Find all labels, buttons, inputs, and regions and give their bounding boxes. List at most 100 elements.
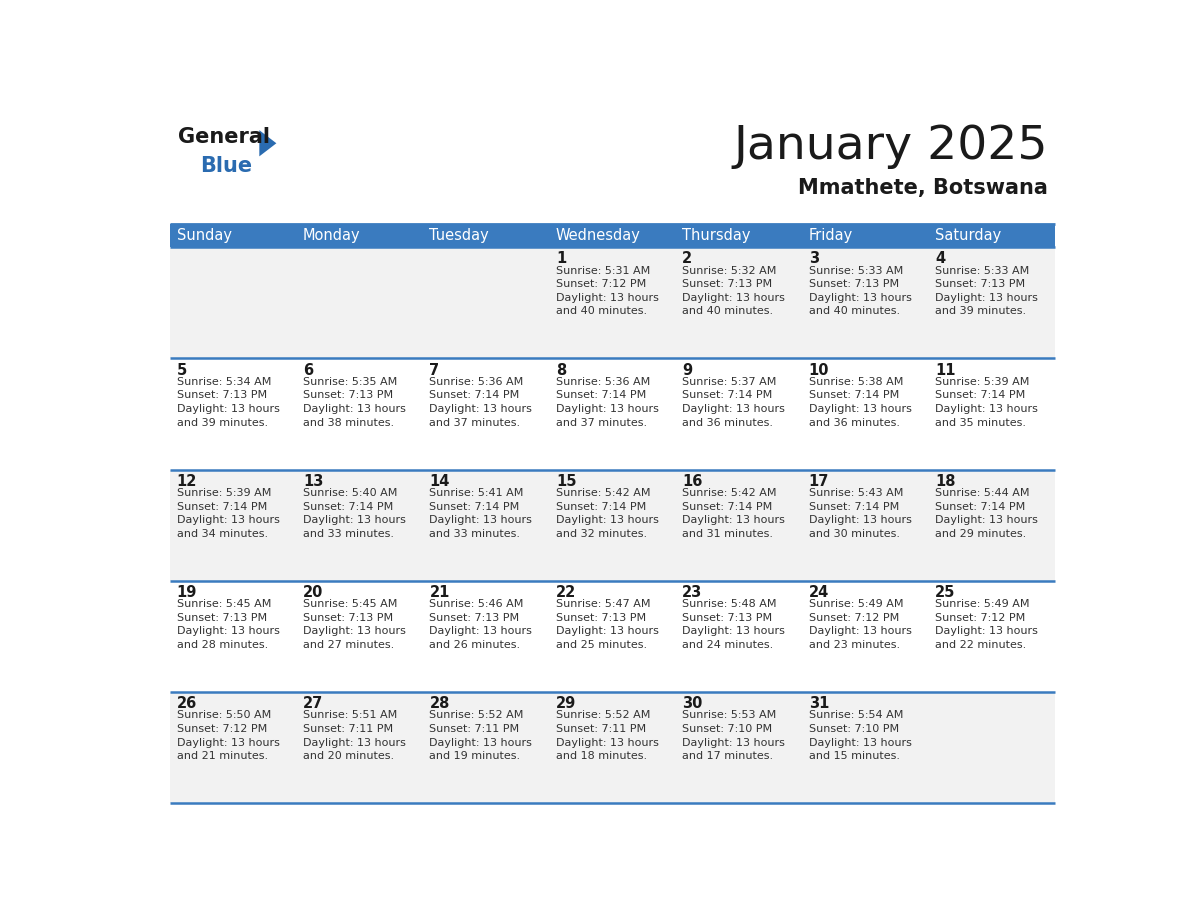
Bar bbox=[297, 692, 423, 803]
Text: Tuesday: Tuesday bbox=[429, 229, 489, 243]
Text: 12: 12 bbox=[177, 474, 197, 488]
Text: Wednesday: Wednesday bbox=[556, 229, 640, 243]
Text: 16: 16 bbox=[682, 474, 702, 488]
Bar bbox=[550, 581, 676, 692]
Text: 2: 2 bbox=[682, 252, 693, 266]
Text: Thursday: Thursday bbox=[682, 229, 751, 243]
Text: Sunrise: 5:36 AM
Sunset: 7:14 PM
Daylight: 13 hours
and 37 minutes.: Sunrise: 5:36 AM Sunset: 7:14 PM Dayligh… bbox=[429, 377, 532, 428]
Text: 4: 4 bbox=[935, 252, 946, 266]
Text: Friday: Friday bbox=[809, 229, 853, 243]
Text: Sunrise: 5:44 AM
Sunset: 7:14 PM
Daylight: 13 hours
and 29 minutes.: Sunrise: 5:44 AM Sunset: 7:14 PM Dayligh… bbox=[935, 488, 1038, 539]
Text: General: General bbox=[178, 127, 270, 147]
Text: 21: 21 bbox=[429, 585, 450, 600]
Text: Sunrise: 5:43 AM
Sunset: 7:14 PM
Daylight: 13 hours
and 30 minutes.: Sunrise: 5:43 AM Sunset: 7:14 PM Dayligh… bbox=[809, 488, 911, 539]
Text: Sunrise: 5:42 AM
Sunset: 7:14 PM
Daylight: 13 hours
and 31 minutes.: Sunrise: 5:42 AM Sunset: 7:14 PM Dayligh… bbox=[682, 488, 785, 539]
Bar bbox=[676, 470, 802, 581]
Bar bbox=[929, 358, 1055, 470]
Bar bbox=[929, 224, 1055, 247]
Bar bbox=[297, 224, 423, 247]
Polygon shape bbox=[259, 130, 277, 156]
Text: 1: 1 bbox=[556, 252, 565, 266]
Bar bbox=[170, 692, 297, 803]
Text: 3: 3 bbox=[809, 252, 819, 266]
Text: Blue: Blue bbox=[200, 156, 252, 176]
Text: Sunrise: 5:40 AM
Sunset: 7:14 PM
Daylight: 13 hours
and 33 minutes.: Sunrise: 5:40 AM Sunset: 7:14 PM Dayligh… bbox=[303, 488, 406, 539]
Bar bbox=[423, 581, 550, 692]
Text: 22: 22 bbox=[556, 585, 576, 600]
Bar bbox=[676, 247, 802, 358]
Text: Sunrise: 5:34 AM
Sunset: 7:13 PM
Daylight: 13 hours
and 39 minutes.: Sunrise: 5:34 AM Sunset: 7:13 PM Dayligh… bbox=[177, 377, 279, 428]
Text: 28: 28 bbox=[429, 696, 450, 711]
Bar bbox=[802, 470, 929, 581]
Text: 27: 27 bbox=[303, 696, 323, 711]
Text: Sunrise: 5:54 AM
Sunset: 7:10 PM
Daylight: 13 hours
and 15 minutes.: Sunrise: 5:54 AM Sunset: 7:10 PM Dayligh… bbox=[809, 711, 911, 761]
Bar bbox=[423, 247, 550, 358]
Bar bbox=[170, 247, 297, 358]
Text: 9: 9 bbox=[682, 363, 693, 377]
Text: Sunrise: 5:37 AM
Sunset: 7:14 PM
Daylight: 13 hours
and 36 minutes.: Sunrise: 5:37 AM Sunset: 7:14 PM Dayligh… bbox=[682, 377, 785, 428]
Bar bbox=[550, 470, 676, 581]
Bar bbox=[170, 581, 297, 692]
Text: Sunrise: 5:32 AM
Sunset: 7:13 PM
Daylight: 13 hours
and 40 minutes.: Sunrise: 5:32 AM Sunset: 7:13 PM Dayligh… bbox=[682, 265, 785, 317]
Bar bbox=[423, 358, 550, 470]
Text: Sunrise: 5:53 AM
Sunset: 7:10 PM
Daylight: 13 hours
and 17 minutes.: Sunrise: 5:53 AM Sunset: 7:10 PM Dayligh… bbox=[682, 711, 785, 761]
Bar bbox=[802, 581, 929, 692]
Bar bbox=[676, 358, 802, 470]
Text: 11: 11 bbox=[935, 363, 955, 377]
Text: Sunrise: 5:51 AM
Sunset: 7:11 PM
Daylight: 13 hours
and 20 minutes.: Sunrise: 5:51 AM Sunset: 7:11 PM Dayligh… bbox=[303, 711, 406, 761]
Bar bbox=[297, 358, 423, 470]
Text: Sunrise: 5:48 AM
Sunset: 7:13 PM
Daylight: 13 hours
and 24 minutes.: Sunrise: 5:48 AM Sunset: 7:13 PM Dayligh… bbox=[682, 599, 785, 650]
Bar bbox=[802, 692, 929, 803]
Bar bbox=[929, 470, 1055, 581]
Text: Sunrise: 5:35 AM
Sunset: 7:13 PM
Daylight: 13 hours
and 38 minutes.: Sunrise: 5:35 AM Sunset: 7:13 PM Dayligh… bbox=[303, 377, 406, 428]
Bar bbox=[550, 692, 676, 803]
Text: Sunrise: 5:52 AM
Sunset: 7:11 PM
Daylight: 13 hours
and 18 minutes.: Sunrise: 5:52 AM Sunset: 7:11 PM Dayligh… bbox=[556, 711, 658, 761]
Text: 30: 30 bbox=[682, 696, 702, 711]
Text: Sunrise: 5:33 AM
Sunset: 7:13 PM
Daylight: 13 hours
and 39 minutes.: Sunrise: 5:33 AM Sunset: 7:13 PM Dayligh… bbox=[935, 265, 1038, 317]
Text: 17: 17 bbox=[809, 474, 829, 488]
Bar bbox=[802, 358, 929, 470]
Bar bbox=[802, 247, 929, 358]
Text: Sunrise: 5:49 AM
Sunset: 7:12 PM
Daylight: 13 hours
and 23 minutes.: Sunrise: 5:49 AM Sunset: 7:12 PM Dayligh… bbox=[809, 599, 911, 650]
Text: Mmathete, Botswana: Mmathete, Botswana bbox=[797, 178, 1048, 198]
Bar bbox=[170, 358, 297, 470]
Bar bbox=[676, 692, 802, 803]
Bar bbox=[297, 247, 423, 358]
Bar bbox=[929, 581, 1055, 692]
Text: Sunrise: 5:47 AM
Sunset: 7:13 PM
Daylight: 13 hours
and 25 minutes.: Sunrise: 5:47 AM Sunset: 7:13 PM Dayligh… bbox=[556, 599, 658, 650]
Text: Sunrise: 5:41 AM
Sunset: 7:14 PM
Daylight: 13 hours
and 33 minutes.: Sunrise: 5:41 AM Sunset: 7:14 PM Dayligh… bbox=[429, 488, 532, 539]
Text: Sunrise: 5:39 AM
Sunset: 7:14 PM
Daylight: 13 hours
and 34 minutes.: Sunrise: 5:39 AM Sunset: 7:14 PM Dayligh… bbox=[177, 488, 279, 539]
Bar bbox=[423, 470, 550, 581]
Text: Sunrise: 5:36 AM
Sunset: 7:14 PM
Daylight: 13 hours
and 37 minutes.: Sunrise: 5:36 AM Sunset: 7:14 PM Dayligh… bbox=[556, 377, 658, 428]
Text: January 2025: January 2025 bbox=[733, 124, 1048, 169]
Text: 29: 29 bbox=[556, 696, 576, 711]
Text: Sunrise: 5:46 AM
Sunset: 7:13 PM
Daylight: 13 hours
and 26 minutes.: Sunrise: 5:46 AM Sunset: 7:13 PM Dayligh… bbox=[429, 599, 532, 650]
Text: Saturday: Saturday bbox=[935, 229, 1001, 243]
Text: 10: 10 bbox=[809, 363, 829, 377]
Bar bbox=[929, 692, 1055, 803]
Text: Sunrise: 5:42 AM
Sunset: 7:14 PM
Daylight: 13 hours
and 32 minutes.: Sunrise: 5:42 AM Sunset: 7:14 PM Dayligh… bbox=[556, 488, 658, 539]
Bar bbox=[297, 470, 423, 581]
Bar bbox=[423, 224, 550, 247]
Text: 20: 20 bbox=[303, 585, 323, 600]
Text: 19: 19 bbox=[177, 585, 197, 600]
Text: 6: 6 bbox=[303, 363, 314, 377]
Text: Sunrise: 5:38 AM
Sunset: 7:14 PM
Daylight: 13 hours
and 36 minutes.: Sunrise: 5:38 AM Sunset: 7:14 PM Dayligh… bbox=[809, 377, 911, 428]
Text: 14: 14 bbox=[429, 474, 450, 488]
Bar bbox=[423, 692, 550, 803]
Text: 8: 8 bbox=[556, 363, 565, 377]
Text: Sunrise: 5:52 AM
Sunset: 7:11 PM
Daylight: 13 hours
and 19 minutes.: Sunrise: 5:52 AM Sunset: 7:11 PM Dayligh… bbox=[429, 711, 532, 761]
Text: Sunday: Sunday bbox=[177, 229, 232, 243]
Bar bbox=[802, 224, 929, 247]
Text: 13: 13 bbox=[303, 474, 323, 488]
Bar bbox=[170, 224, 297, 247]
Text: Sunrise: 5:45 AM
Sunset: 7:13 PM
Daylight: 13 hours
and 28 minutes.: Sunrise: 5:45 AM Sunset: 7:13 PM Dayligh… bbox=[177, 599, 279, 650]
Text: Sunrise: 5:49 AM
Sunset: 7:12 PM
Daylight: 13 hours
and 22 minutes.: Sunrise: 5:49 AM Sunset: 7:12 PM Dayligh… bbox=[935, 599, 1038, 650]
Text: Sunrise: 5:33 AM
Sunset: 7:13 PM
Daylight: 13 hours
and 40 minutes.: Sunrise: 5:33 AM Sunset: 7:13 PM Dayligh… bbox=[809, 265, 911, 317]
Bar bbox=[297, 581, 423, 692]
Text: 5: 5 bbox=[177, 363, 187, 377]
Text: Monday: Monday bbox=[303, 229, 361, 243]
Text: Sunrise: 5:31 AM
Sunset: 7:12 PM
Daylight: 13 hours
and 40 minutes.: Sunrise: 5:31 AM Sunset: 7:12 PM Dayligh… bbox=[556, 265, 658, 317]
Bar bbox=[550, 358, 676, 470]
Text: 25: 25 bbox=[935, 585, 955, 600]
